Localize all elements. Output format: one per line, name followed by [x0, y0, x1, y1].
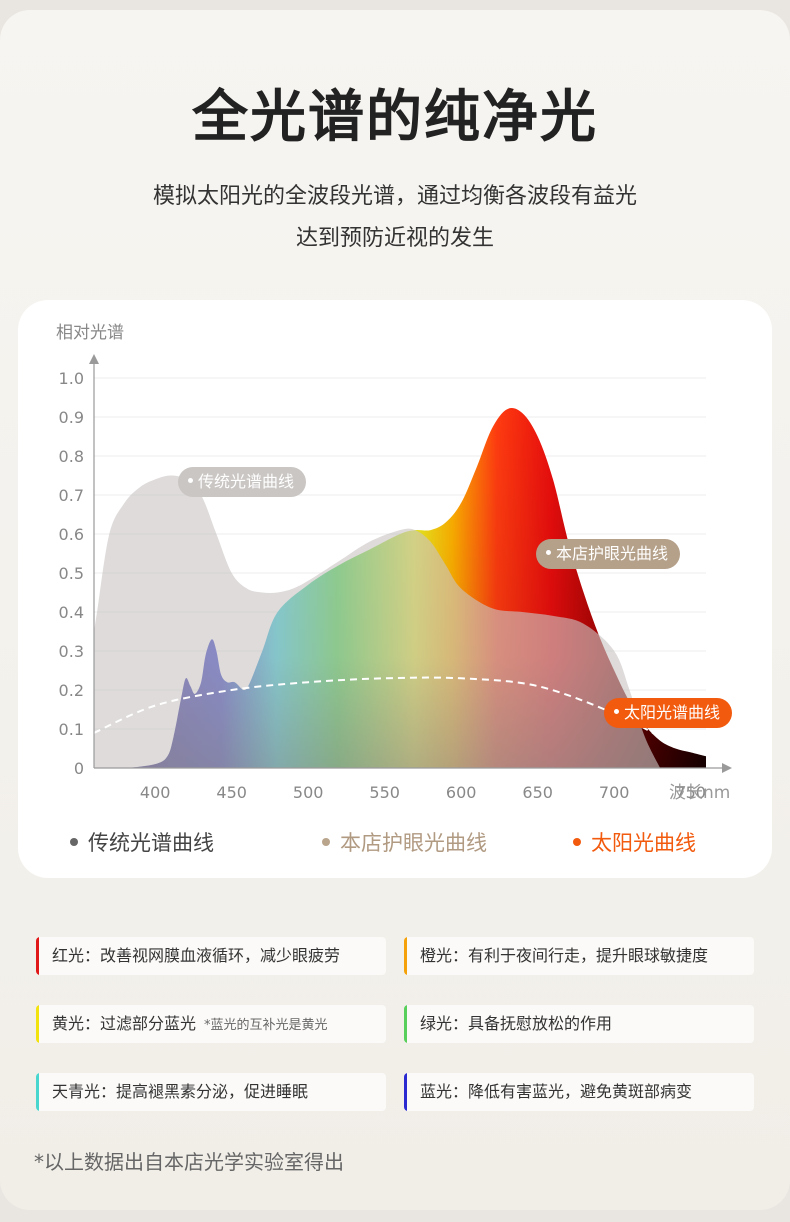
- y-tick-label: 0.3: [59, 642, 84, 661]
- subtitle-line2: 达到预防近视的发生: [295, 226, 494, 251]
- y-tick-label: 0: [74, 759, 84, 778]
- info-item: 蓝光：降低有害蓝光，避免黄斑部病变: [404, 1073, 754, 1111]
- legend-sun: 太阳光曲线: [573, 827, 696, 857]
- traditional-curve-area: [94, 475, 661, 768]
- legend-eye-care: 本店护眼光曲线: [322, 827, 487, 857]
- x-tick-label: 400: [140, 783, 171, 802]
- y-tick-label: 0.8: [59, 447, 84, 466]
- x-axis-label: 波长nm: [669, 783, 730, 803]
- page-title: 全光谱的纯净光: [192, 85, 598, 150]
- legend-dot-icon: [573, 838, 581, 846]
- y-tick-label: 0.9: [59, 408, 84, 427]
- subtitle-line1: 模拟太阳光的全波段光谱，通过均衡各波段有益光: [152, 184, 637, 209]
- info-text: 蓝光：降低有害蓝光，避免黄斑部病变: [420, 1082, 693, 1101]
- tag-dot-icon: [614, 709, 619, 714]
- info-item: 绿光：具备抚慰放松的作用: [404, 1005, 754, 1043]
- x-tick-label: 700: [599, 783, 630, 802]
- traditional-tag-label: 传统光谱曲线: [198, 472, 295, 491]
- color-bar: [404, 1005, 407, 1043]
- y-tick-label: 1.0: [59, 369, 84, 388]
- info-text: 天青光：提高褪黑素分泌，促进睡眠: [52, 1082, 309, 1101]
- color-bar: [404, 937, 407, 975]
- spectrum-chart: 0 0.1 0.2 0.3 0.4 0.5 0.6 0.7 0.8 0.9 1.0 400 450 500…: [59, 354, 732, 803]
- info-item: 红光：改善视网膜血液循环，减少眼疲劳: [36, 937, 386, 975]
- info-item: 黄光：过滤部分蓝光 *蓝光的互补光是黄光: [36, 1005, 386, 1043]
- y-tick-label: 0.5: [59, 564, 84, 583]
- legend-dot-icon: [70, 838, 78, 846]
- color-bar: [36, 1005, 39, 1043]
- legend-eye-care-label: 本店护眼光曲线: [340, 831, 487, 855]
- y-tick-label: 0.4: [59, 603, 84, 622]
- x-tick-label: 650: [522, 783, 553, 802]
- footnote: *以上数据出自本店光学实验室得出: [34, 1150, 344, 1174]
- x-tick-label: 450: [216, 783, 247, 802]
- eye-care-tag-label: 本店护眼光曲线: [556, 544, 669, 563]
- y-tick-label: 0.2: [59, 681, 84, 700]
- info-item: 橙光：有利于夜间行走，提升眼球敏捷度: [404, 937, 754, 975]
- info-text: 绿光：具备抚慰放松的作用: [420, 1014, 613, 1033]
- info-text: 橙光：有利于夜间行走，提升眼球敏捷度: [420, 946, 709, 965]
- x-tick-label: 600: [446, 783, 477, 802]
- x-tick-label: 550: [369, 783, 400, 802]
- x-tick-label: 500: [293, 783, 324, 802]
- info-note: *蓝光的互补光是黄光: [204, 1018, 328, 1033]
- sun-tag-label: 太阳光谱曲线: [624, 703, 721, 722]
- chart-card: 相对光谱 0 0.1 0.2 0.3 0.4 0.5 0.6 0.7 0.8 0.9 1.0 400 4…: [18, 300, 772, 878]
- y-axis-arrow-icon: [89, 354, 99, 364]
- y-axis-label: 相对光谱: [56, 323, 124, 343]
- eye-care-curve-tag: 本店护眼光曲线: [536, 539, 681, 569]
- traditional-curve-tag: 传统光谱曲线: [178, 467, 307, 497]
- color-bar: [404, 1073, 407, 1111]
- y-tick-label: 0.1: [59, 720, 84, 739]
- legend-traditional: 传统光谱曲线: [70, 827, 214, 857]
- legend-sun-label: 太阳光曲线: [591, 831, 696, 855]
- x-axis-arrow-icon: [722, 763, 732, 773]
- sun-curve-tag: 太阳光谱曲线: [604, 698, 733, 728]
- x-tick-label: 750: [675, 783, 706, 802]
- legend-traditional-label: 传统光谱曲线: [88, 831, 214, 855]
- color-bar: [36, 937, 39, 975]
- tag-dot-icon: [546, 550, 551, 555]
- y-tick-label: 0.7: [59, 486, 84, 505]
- info-text: 黄光：过滤部分蓝光: [52, 1014, 197, 1033]
- info-item: 天青光：提高褪黑素分泌，促进睡眠: [36, 1073, 386, 1111]
- info-text: 红光：改善视网膜血液循环，减少眼疲劳: [52, 946, 341, 965]
- page: 全光谱的纯净光 模拟太阳光的全波段光谱，通过均衡各波段有益光 达到预防近视的发生…: [0, 10, 790, 1210]
- sun-curve-line: [93, 676, 661, 738]
- y-tick-label: 0.6: [59, 525, 84, 544]
- legend-dot-icon: [322, 838, 330, 846]
- color-bar: [36, 1073, 39, 1111]
- tag-dot-icon: [188, 478, 193, 483]
